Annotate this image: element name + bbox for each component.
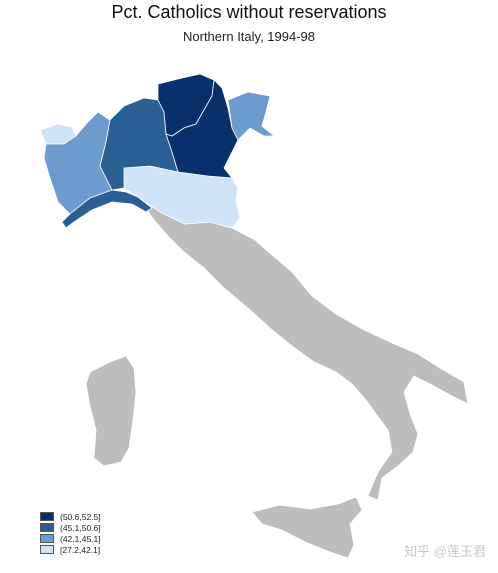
legend-item: (42.1,45.1] [40, 533, 101, 544]
region-sicily [251, 496, 363, 559]
legend-label: (42.1,45.1] [60, 533, 101, 544]
legend-item: (45.1,50.6] [40, 522, 101, 533]
map-legend: (50.6,52.5] (45.1,50.6] (42.1,45.1] [27.… [40, 511, 101, 555]
legend-swatch [40, 512, 54, 521]
legend-label: (45.1,50.6] [60, 522, 101, 533]
legend-label: [27.2,42.1] [60, 544, 101, 555]
legend-item: (50.6,52.5] [40, 511, 101, 522]
region-sardinia [85, 355, 137, 467]
region-peninsula [137, 196, 469, 501]
legend-swatch [40, 545, 54, 554]
map-subtitle: Northern Italy, 1994-98 [183, 29, 315, 44]
legend-swatch [40, 534, 54, 543]
legend-label: (50.6,52.5] [60, 511, 101, 522]
map-title: Pct. Catholics without reservations [111, 2, 387, 22]
legend-swatch [40, 523, 54, 532]
region-veneto [165, 79, 239, 179]
legend-item: [27.2,42.1] [40, 544, 101, 555]
region-liguria [61, 189, 153, 229]
region-friuli-venezia-giulia [227, 91, 276, 141]
watermark: 知乎 @莲玉君 [404, 544, 486, 559]
